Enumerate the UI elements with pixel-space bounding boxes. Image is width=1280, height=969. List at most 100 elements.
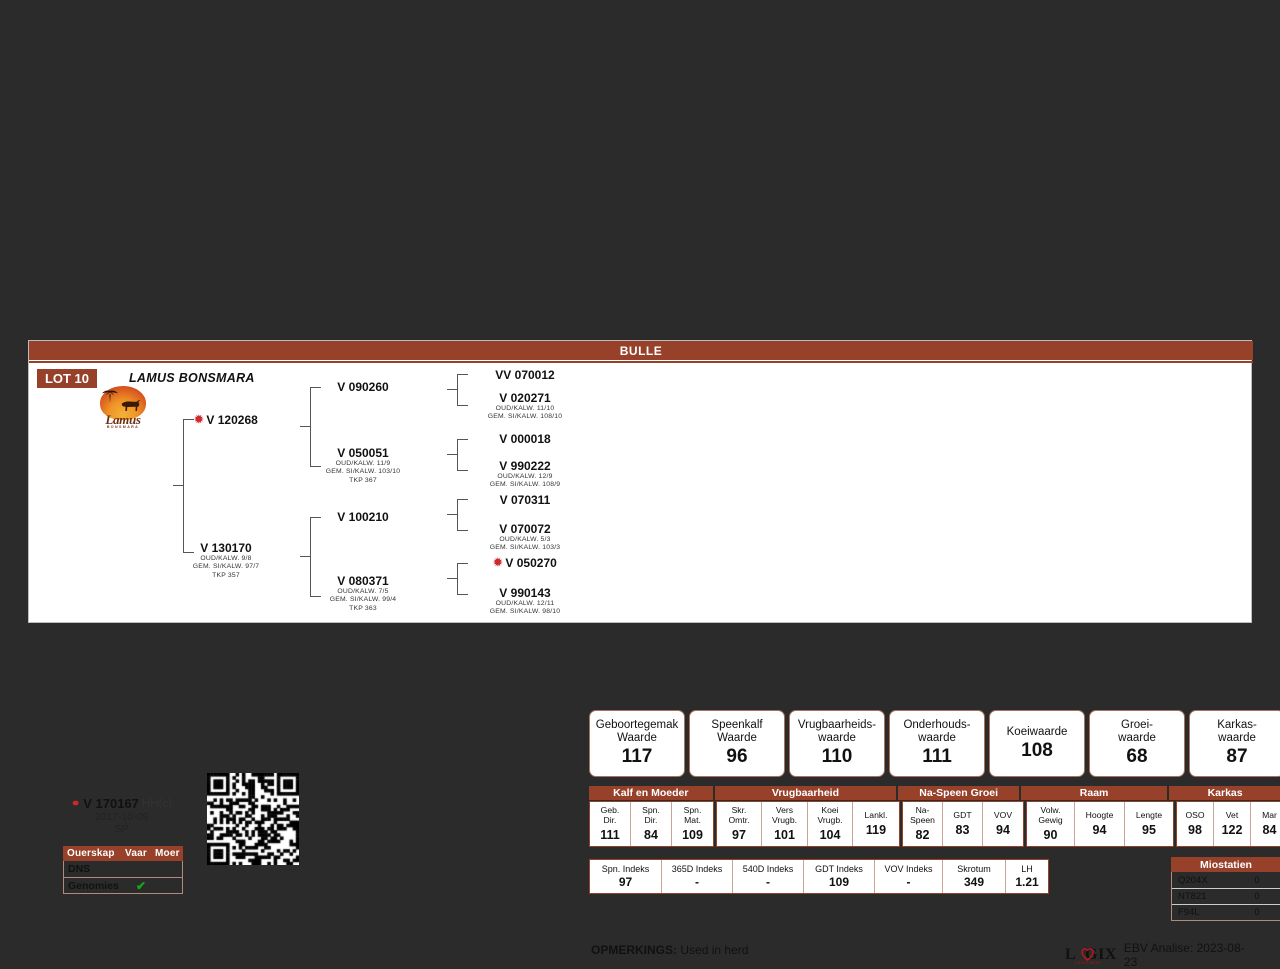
index-card-value: 117 [621, 746, 653, 767]
index2-cell: Spn. Indeks 97 [590, 860, 662, 893]
ebv-cell-label: Lankl. [864, 810, 888, 821]
ebv-group-cells-0: Geb. Dir. 111 Spn. Dir. 84 Spn. Mat. 109 [589, 801, 714, 847]
table-row: DNS [64, 861, 182, 877]
index-card-title: Groei-waarde [1118, 719, 1156, 744]
index2-label: LH [1021, 864, 1033, 874]
gene-value: 0 [1254, 874, 1260, 886]
index-card-title: Geboortegemak Waarde [595, 719, 679, 744]
ebv-cell-value: 90 [1043, 827, 1058, 842]
index-card-title: Karkas-waarde [1217, 719, 1257, 744]
index-card-title: Vrugbaarheids-waarde [797, 719, 877, 744]
ebv-cell-value: 98 [1188, 822, 1202, 837]
pedigree-meta: GEM. SI/KALW. 97/7 [192, 563, 260, 571]
ebv-cell-value: 94 [1092, 822, 1107, 837]
gene-name: NT821 [1178, 891, 1207, 902]
ebv-cell-value: 97 [732, 827, 746, 842]
bracket-gen3-0 [457, 374, 468, 406]
miostatien-title: Miostatien [1171, 857, 1280, 872]
breeder-name: LAMUS BONSMARA [129, 371, 255, 385]
stub-gen2-a [300, 426, 310, 427]
index2-value: - [906, 875, 911, 889]
ebv-cell: Spn. Dir. 84 [631, 802, 672, 846]
index-card-4: Koeiwaarde 108 [989, 710, 1085, 777]
pedigree-meta: TKP 367 [349, 476, 377, 484]
pedigree-gen2-1: V 050051 OUD/KALW. 11/9 GEM. SI/KALW. 103/… [326, 446, 401, 485]
ebv-cell: VOV 94 [983, 802, 1023, 846]
index-card-6: Karkas-waarde 87 [1189, 710, 1280, 777]
pedigree-meta: OUD/KALW. 12/11 [495, 600, 555, 607]
index2-value: 97 [618, 875, 633, 889]
table-row: F94L 0 [1172, 904, 1280, 920]
ebv-group-1: Vrugbaarheid [714, 786, 897, 800]
logix-heart-icon [1081, 948, 1094, 961]
bracket-gen1 [183, 419, 194, 553]
animal-identity: ⚭ V 170167 HH(c) 2017-10-09 SP [71, 796, 172, 835]
logix-logo: L GIX LOGIX BEEF [1065, 946, 1117, 965]
pedigree-id: VV 070012 [495, 368, 555, 382]
ebv-cell-value: 83 [955, 822, 970, 837]
ebv-cell-value: 101 [774, 827, 795, 842]
ebv-group-0: Kalf en Moeder [589, 786, 713, 800]
index-card-1: Speenkalf Waarde 96 [689, 710, 785, 777]
pedigree-id: V 000018 [499, 432, 551, 446]
pedigree-gen2-3: V 080371 OUD/KALW. 7/5 GEM. SI/KALW. 99/4 T… [330, 574, 397, 613]
ebv-group-4: Karkas [1169, 786, 1280, 800]
ebv-cell-label: Spn. Dir. [642, 805, 660, 825]
pedigree-meta: OUD/KALW. 5/3 [499, 536, 551, 543]
stub-gen3-3 [447, 578, 457, 579]
logo-subtext: BONSMARA [106, 425, 140, 429]
pedigree-gen3-4: V 070311 [500, 493, 551, 507]
index2-value: - [766, 875, 770, 889]
pedigree-meta: OUD/KALW. 11/10 [495, 405, 555, 412]
ebv-cell: Vers Vrugb. 101 [762, 802, 808, 846]
index2-value: 1.21 [1015, 875, 1039, 889]
miostatien-body: Q204X 0 NT821 0 F94L 0 [1171, 872, 1280, 921]
ebv-cell-value: 104 [819, 827, 841, 842]
check-icon: ✔ [135, 878, 147, 893]
index2-label: Skrotum [957, 864, 991, 874]
pedigree-meta: TKP 357 [212, 571, 240, 579]
ebv-cell-label: Spn. Mat. [683, 805, 702, 825]
parentage-header: Ouerskap Vaar Moer [63, 846, 183, 861]
ebv-cell: Geb. Dir. 111 [590, 802, 631, 846]
pedigree-meta: GEM. SI/KALW. 103/3 [489, 544, 561, 552]
lamus-bonsmara-logo: Lamus BONSMARA [92, 383, 154, 429]
acacia-tree-icon [102, 390, 118, 403]
ebv-group-cells-4: OSO 98 Vet 122 Mar 84 [1176, 801, 1280, 847]
ebv-group-cells-3: Volw. Gewig 90 Hoogte 94 Lengte 95 [1026, 801, 1174, 847]
index-card-2: Vrugbaarheids-waarde 110 [789, 710, 885, 777]
ebv-cell: Volw. Gewig 90 [1027, 802, 1075, 846]
qr-code[interactable] [207, 773, 299, 865]
parentage-row-label: DNS [68, 863, 91, 875]
index2-value: 109 [828, 875, 850, 889]
pedigree-meta: OUD/KALW. 12/9 [497, 473, 553, 480]
index-card-0: Geboortegemak Waarde 117 [589, 710, 685, 777]
pedigree-meta: OUD/KALW. 7/5 [337, 588, 389, 595]
index2-label: GDT Indeks [815, 864, 863, 874]
pedigree-id: V 120268 [206, 413, 258, 427]
index2-value: 349 [963, 875, 985, 889]
animal-card: BULLE LOT 10 LAMUS BONSMARA Lamus BONSMA… [28, 340, 1280, 969]
pedigree-id: V 990222 [499, 459, 551, 473]
ebv-cell-label: OSO [1185, 810, 1205, 821]
bracket-gen3-2 [457, 499, 468, 531]
ebv-group-headers: Kalf en Moeder Vrugbaarheid Na-Speen Groei… [589, 786, 1280, 800]
ebv-cell: Mar 84 [1251, 802, 1280, 846]
ebv-cell: Hoogte 94 [1075, 802, 1125, 846]
bracket-gen2-b [310, 517, 321, 597]
index2-label: VOV Indeks [884, 864, 933, 874]
remarks: OPMERKINGS: Used in herd [591, 943, 748, 957]
ebv-cell-label: Skr. Omtr. [728, 805, 750, 825]
pedigree-id: V 050051 [337, 446, 389, 460]
pedigree-id: V 090260 [337, 380, 389, 394]
pedigree-gen3-5: V 070072 OUD/KALW. 5/3 GEM. SI/KALW. 103/3 [490, 522, 561, 553]
ebv-cell-label: Lengte [1135, 810, 1163, 821]
pedigree-id: V 130170 [200, 541, 252, 555]
ebv-cell-value: 84 [644, 827, 658, 842]
stub-gen3-0 [447, 389, 457, 390]
remarks-value: Used in herd [680, 943, 749, 957]
bonsmara-cow-icon [121, 400, 141, 411]
logix-tagline: LOGIX BEEF [1075, 961, 1102, 965]
pedigree-id: V 080371 [337, 574, 389, 588]
